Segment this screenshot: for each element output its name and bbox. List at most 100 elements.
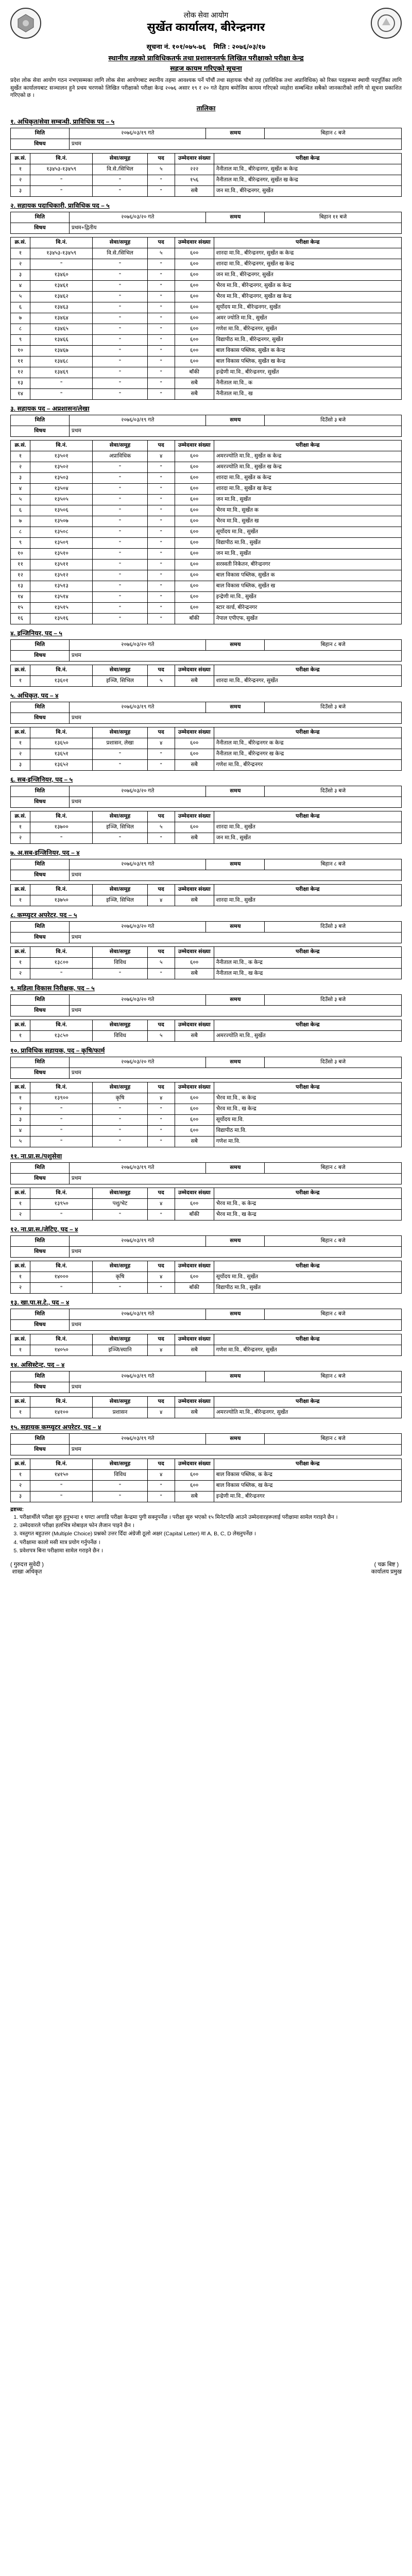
col-pn: परीक्षा केन्द्र xyxy=(214,811,401,822)
cell-sg: कृषि xyxy=(93,1093,147,1104)
cell-nc: ६०० xyxy=(175,313,214,324)
cell-ph: ५ xyxy=(147,248,175,259)
meta-date-value: २०७६/०३/२० गते xyxy=(69,995,206,1006)
cell-nc: सबै xyxy=(175,389,214,400)
cell-ph: ४ xyxy=(147,451,175,462)
table-row: ८१३४६५""६००गणेश मा.वि., बीरेन्द्रनगर, सु… xyxy=(11,324,402,335)
exam-centre-table: क्र.सं.वि.नं.सेवा/समूहपदउम्मेदवार संख्या… xyxy=(10,665,402,687)
cell-ph: " xyxy=(147,175,175,186)
cell-pn: भैरव मा.वि., सुर्खेत ख xyxy=(214,516,401,527)
cell-pn: विद्यापीठ मा.वि., सुर्खेत xyxy=(214,1283,401,1294)
cell-sg: अप्राविधिक xyxy=(93,451,147,462)
section-meta-table: मिति२०७६/०३/१९ गतेसमयबिहान ८ बजेविषयप्रथ… xyxy=(10,1162,402,1184)
cell-pn: सूर्योदय मा.वि., सुर्खेत xyxy=(214,527,401,538)
col-vi: वि.नं. xyxy=(30,1397,92,1408)
cell-ph: " xyxy=(147,969,175,979)
meta-date-value: २०७६/०३/१९ गते xyxy=(69,1434,206,1445)
cell-nc: ६०० xyxy=(175,1272,214,1283)
meta-date-value: २०७६/०३/२० गते xyxy=(69,640,206,651)
cell-sg: इञ्जि/स्यानि xyxy=(93,1345,147,1356)
meta-date-value: २०७६/०३/१९ गते xyxy=(69,1309,206,1320)
cell-ph: " xyxy=(147,570,175,581)
col-vi: वि.नं. xyxy=(30,1188,92,1199)
cell-nc: ६०० xyxy=(175,473,214,484)
section-meta-table: मिति२०७६/०३/२० गतेसमयबिहान ८ बजेविषयप्रथ… xyxy=(10,639,402,662)
meta-time-value: बिहान ८ बजे xyxy=(265,1434,402,1445)
cell-sn: १४ xyxy=(11,592,30,603)
header-center: लोक सेवा आयोग सुर्खेत कार्यालय, बीरेन्द्… xyxy=(41,11,371,36)
meta-date-label: मिति xyxy=(11,640,70,651)
cell-sn: ९ xyxy=(11,335,30,346)
col-nc: उम्मेदवार संख्या xyxy=(175,885,214,895)
cell-nc: बाँकी xyxy=(175,367,214,378)
meta-time-label: समय xyxy=(206,1057,265,1068)
meta-date-label: मिति xyxy=(11,128,70,139)
meta-date-value: २०७६/०३/२० गते xyxy=(69,1057,206,1068)
table-row: १२१३४६९""बाँकीइन्द्रेणी मा.वि., बीरेन्द्… xyxy=(11,367,402,378)
col-sn: क्र.सं. xyxy=(11,1020,30,1031)
cell-nc: सबै xyxy=(175,1345,214,1356)
cell-sn: ३ xyxy=(11,760,30,771)
title-line-1: स्थानीय तहको प्राविधिकतर्फ तथा प्रशासनतर… xyxy=(10,54,402,63)
table-row: २१३५०२""६००अमरज्योति मा.वि., सुर्खेत ख क… xyxy=(11,462,402,473)
meta-time-label: समय xyxy=(206,995,265,1006)
cell-sg: " xyxy=(93,614,147,624)
cell-vi: १३६०१ xyxy=(30,676,92,687)
cell-vi: १३४६० xyxy=(30,270,92,281)
table-row: ११३४५३-१३४५९वि.से./सिभिल५६००शारदा मा.वि.… xyxy=(11,248,402,259)
cell-nc: ६०० xyxy=(175,1093,214,1104)
cell-pn: भैरव मा.वि., सुर्खेत क xyxy=(214,505,401,516)
cell-pn: सूर्योदय मा.वि., बीरेन्द्रनगर, सुर्खेत xyxy=(214,302,401,313)
cell-sn: २ xyxy=(11,833,30,844)
section-meta-table: मिति२०७६/०३/२० गतेसमयबिहान ११ बजेविषयप्र… xyxy=(10,212,402,234)
meta-date-label: मिति xyxy=(11,415,70,426)
col-sn: क्र.सं. xyxy=(11,1459,30,1470)
cell-pn: अमर ज्योति मा.वि., सुर्खेत xyxy=(214,313,401,324)
cell-ph: " xyxy=(147,1137,175,1147)
cell-pn: शारदा मा.वि., बीरेन्द्रनगर, सुर्खेत xyxy=(214,676,401,687)
cell-vi: १३५०२ xyxy=(30,462,92,473)
cell-sn: ८ xyxy=(11,527,30,538)
cell-sg: " xyxy=(93,324,147,335)
cell-sg: " xyxy=(93,378,147,389)
cell-pn: भैरव मा.वि., ख केन्द्र xyxy=(214,1210,401,1221)
table-row: २"""सबैनैनीताल मा.वि., ख केन्द्र xyxy=(11,969,402,979)
cell-sn: १० xyxy=(11,346,30,357)
section-meta-table: मिति२०७६/०३/२० गतेसमयदिउँसो ३ बजेविषयप्र… xyxy=(10,921,402,943)
cell-sg: इञ्जि, सिभिल xyxy=(93,822,147,833)
meta-time-label: समय xyxy=(206,1236,265,1247)
table-row: ५१३४६२""६००भैरव मा.वि., बीरेन्द्रनगर, सु… xyxy=(11,292,402,302)
table-row: ४"""६००विद्यापीठ मा.वि. xyxy=(11,1126,402,1137)
cell-sn: १ xyxy=(11,1470,30,1481)
cell-pn: शारदा मा.वि., बीरेन्द्रनगर, सुर्खेत क के… xyxy=(214,248,401,259)
notice-line: सूचना नं. १०१/०७५-७६ मिति : २०७६/०३/१७ xyxy=(10,43,402,52)
cell-pn: भैरव मा.वि., क केन्द्र xyxy=(214,1199,401,1210)
emblem-right-icon xyxy=(371,8,402,39)
table-row: ६१३४६३""६००सूर्योदय मा.वि., बीरेन्द्रनगर… xyxy=(11,302,402,313)
cell-pn: भैरव मा.वि., क केन्द्र xyxy=(214,1093,401,1104)
cell-ph: " xyxy=(147,186,175,197)
cell-nc: ६०० xyxy=(175,527,214,538)
col-sn: क्र.सं. xyxy=(11,1082,30,1093)
cell-pn: बाल विकास पब्लिक, सुर्खेत क xyxy=(214,570,401,581)
cell-ph: ५ xyxy=(147,164,175,175)
cell-vi: " xyxy=(30,186,92,197)
section-meta-table: मिति२०७६/०३/१९ गतेसमयदिउँसो ३ बजेविषयप्र… xyxy=(10,702,402,724)
col-sg: सेवा/समूह xyxy=(93,885,147,895)
table-row: ८१३५०८""६००सूर्योदय मा.वि., सुर्खेत xyxy=(11,527,402,538)
cell-nc: बाँकी xyxy=(175,1283,214,1294)
cell-ph: " xyxy=(147,516,175,527)
cell-vi: " xyxy=(30,175,92,186)
cell-vi: १३७५० xyxy=(30,895,92,906)
table-row: १४"""सबैनैनीताल मा.वि., ख xyxy=(11,389,402,400)
table-row: ११३६५०प्रशासन, लेखा४६००नैनीताल मा.वि., ब… xyxy=(11,738,402,749)
cell-pn: इन्द्रेणी मा.वि., बीरेन्द्रनगर, सुर्खेत xyxy=(214,367,401,378)
meta-paper-label: विषय xyxy=(11,651,70,662)
cell-ph: ४ xyxy=(147,1408,175,1418)
cell-nc: ६०० xyxy=(175,281,214,292)
signer-left-title: शाखा अधिकृत xyxy=(10,1569,44,1576)
col-pn: परीक्षा केन्द्र xyxy=(214,1397,401,1408)
cell-nc: ६०० xyxy=(175,749,214,760)
cell-nc: ६०० xyxy=(175,259,214,270)
cell-ph: " xyxy=(147,560,175,570)
